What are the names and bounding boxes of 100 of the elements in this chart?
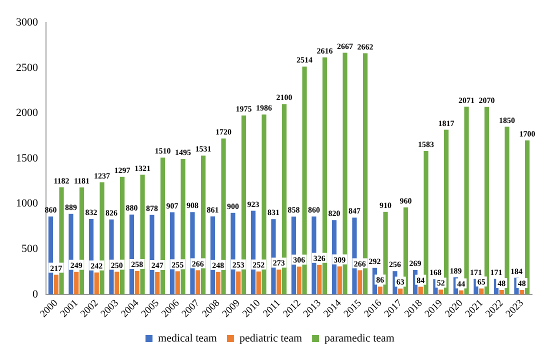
bar: [296, 266, 302, 294]
data-label: 247: [151, 261, 164, 270]
data-label: 2070: [478, 96, 495, 105]
legend-label: medical team: [158, 332, 218, 344]
data-label: 2616: [316, 46, 333, 56]
bar: [155, 272, 160, 294]
y-tick-label: 3000: [16, 16, 38, 28]
bar: [499, 290, 504, 294]
y-tick-label: 1000: [16, 198, 38, 210]
data-label: 84: [416, 276, 425, 285]
data-label: 1986: [256, 104, 272, 113]
data-label: 2667: [337, 42, 354, 51]
data-label: 266: [192, 259, 204, 268]
data-label: 266: [354, 259, 366, 268]
data-label: 171: [490, 268, 502, 277]
data-label: 217: [50, 264, 62, 273]
data-label: 889: [64, 202, 77, 212]
bar: [175, 271, 180, 294]
bar: [94, 272, 99, 294]
data-label: 908: [186, 201, 198, 210]
bar: [276, 270, 282, 294]
bar: [484, 106, 490, 294]
data-label: 1321: [134, 164, 151, 173]
bar: [418, 286, 423, 294]
bar: [403, 207, 408, 294]
bar: [398, 288, 403, 294]
bar: [337, 266, 342, 294]
data-label: 253: [232, 260, 244, 270]
data-label: 2071: [458, 96, 475, 105]
bar: [216, 272, 220, 294]
data-label: 1583: [418, 140, 434, 150]
bar: [256, 272, 261, 294]
bar: [54, 274, 58, 294]
data-label: 2514: [296, 56, 313, 65]
data-label: 1181: [74, 176, 90, 186]
data-label: 189: [450, 266, 462, 276]
bar: [114, 272, 120, 294]
data-label: 1531: [195, 144, 212, 154]
data-label: 258: [131, 260, 144, 270]
data-label: 1817: [438, 118, 454, 128]
data-label: 860: [308, 206, 320, 215]
data-label: 831: [267, 208, 280, 218]
data-label: 168: [429, 268, 442, 278]
data-label: 858: [288, 206, 300, 215]
data-label: 960: [400, 196, 412, 206]
data-label: 923: [247, 200, 260, 209]
data-label: 250: [110, 260, 123, 270]
y-tick-label: 500: [22, 242, 38, 255]
data-label: 1975: [236, 104, 252, 114]
data-label: 832: [85, 208, 98, 218]
data-label: 826: [105, 208, 118, 218]
data-label: 1297: [114, 166, 130, 175]
data-label: 2100: [276, 93, 292, 102]
data-label: 910: [380, 200, 392, 210]
data-label: 269: [409, 259, 422, 268]
data-label: 847: [348, 206, 360, 216]
data-label: 242: [90, 262, 103, 271]
data-label: 292: [368, 256, 381, 266]
data-label: 306: [293, 256, 306, 265]
data-label: 1237: [94, 171, 110, 180]
y-tick-label: 0: [32, 288, 38, 300]
bar: [444, 130, 449, 294]
bar: [358, 270, 362, 294]
data-label: 65: [477, 278, 486, 287]
bar: [236, 271, 241, 294]
data-label: 248: [212, 260, 224, 270]
bar: [479, 288, 484, 294]
data-label: 86: [376, 276, 384, 285]
data-label: 900: [226, 202, 239, 211]
data-label: 184: [510, 266, 522, 276]
bar: [317, 264, 322, 294]
x-tick-label: 2011: [261, 298, 283, 320]
data-label: 1700: [519, 129, 536, 138]
bar: [464, 106, 469, 294]
data-label: 249: [70, 260, 82, 270]
y-tick-label: 2000: [16, 107, 38, 120]
bar: [524, 140, 530, 294]
data-label: 52: [436, 278, 445, 288]
data-label: 860: [44, 206, 57, 215]
bar: [438, 290, 444, 294]
data-label: 44: [457, 279, 466, 288]
bar: [134, 271, 140, 294]
bar: [520, 290, 524, 294]
data-label: 1720: [216, 128, 232, 137]
data-label: 171: [470, 268, 482, 277]
data-label: 63: [396, 278, 404, 287]
data-label: 1850: [499, 116, 516, 125]
bar: [378, 286, 382, 294]
data-label: 256: [388, 260, 401, 270]
legend-label: pediatric team: [239, 332, 302, 344]
data-label: 820: [328, 209, 340, 218]
data-label: 326: [313, 254, 326, 263]
data-label: 861: [206, 205, 219, 214]
bar: [196, 270, 200, 294]
data-label: 273: [272, 258, 285, 268]
data-label: 878: [146, 204, 158, 213]
data-label: 48: [498, 279, 506, 288]
legend-label: paramedic team: [324, 332, 395, 344]
data-label: 1495: [175, 148, 192, 157]
data-label: 2662: [357, 42, 374, 52]
